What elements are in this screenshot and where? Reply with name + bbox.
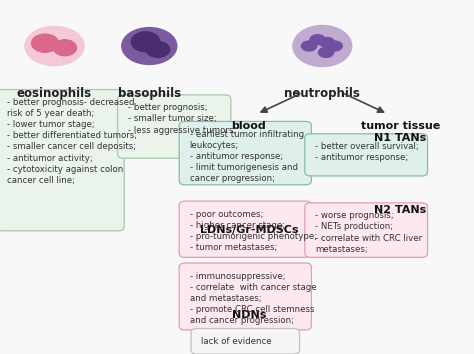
FancyBboxPatch shape: [305, 134, 428, 176]
Ellipse shape: [327, 41, 342, 51]
Ellipse shape: [131, 32, 160, 52]
FancyBboxPatch shape: [191, 329, 300, 354]
Text: lack of evidence: lack of evidence: [201, 337, 272, 346]
Text: neutrophils: neutrophils: [284, 87, 360, 100]
Ellipse shape: [32, 34, 58, 52]
Text: eosinophils: eosinophils: [17, 87, 92, 100]
Text: - poor outcomes;
- higher cancer stage;
- pro-tumorigenic phenotype;
- tumor met: - poor outcomes; - higher cancer stage; …: [190, 210, 317, 252]
FancyBboxPatch shape: [0, 90, 124, 231]
Text: - better overall survival;
- antitumor response;: - better overall survival; - antitumor r…: [315, 142, 419, 162]
Text: LDNs/Gr-MDSCs: LDNs/Gr-MDSCs: [200, 225, 298, 235]
Text: - earliest tumor infiltrating
leukocytes;
- antitumor response;
- limit tumorige: - earliest tumor infiltrating leukocytes…: [190, 130, 304, 183]
FancyBboxPatch shape: [179, 263, 311, 330]
Ellipse shape: [122, 28, 177, 64]
Ellipse shape: [32, 34, 58, 52]
Ellipse shape: [293, 25, 352, 67]
Ellipse shape: [301, 41, 317, 51]
Text: blood: blood: [231, 121, 266, 131]
Text: - better prognosis;
- smaller tumor size;
- less aggressive tumors;: - better prognosis; - smaller tumor size…: [128, 103, 236, 135]
Text: - worse prognosis;
- NETs production;
- correlate with CRC liver
metastases;: - worse prognosis; - NETs production; - …: [315, 211, 422, 253]
FancyBboxPatch shape: [305, 203, 428, 257]
Text: basophils: basophils: [118, 87, 181, 100]
Text: tumor tissue
N1 TANs: tumor tissue N1 TANs: [361, 121, 440, 143]
Ellipse shape: [25, 27, 84, 65]
Ellipse shape: [319, 47, 334, 57]
FancyBboxPatch shape: [179, 121, 311, 185]
Text: N2 TANs: N2 TANs: [374, 205, 427, 215]
Ellipse shape: [146, 42, 170, 57]
FancyBboxPatch shape: [118, 95, 231, 158]
Text: - immunosuppressive;
- correlate  with cancer stage
and metastases;
- promote CR: - immunosuppressive; - correlate with ca…: [190, 272, 316, 325]
Ellipse shape: [54, 40, 76, 56]
Ellipse shape: [310, 35, 325, 45]
Ellipse shape: [319, 38, 335, 47]
Ellipse shape: [54, 40, 76, 56]
FancyBboxPatch shape: [179, 201, 311, 257]
Text: NDNs: NDNs: [232, 310, 266, 320]
Ellipse shape: [25, 27, 84, 65]
Text: - better prognosis- decreased
risk of 5 year death;
- lower tumor stage;
- bette: - better prognosis- decreased risk of 5 …: [7, 98, 137, 185]
